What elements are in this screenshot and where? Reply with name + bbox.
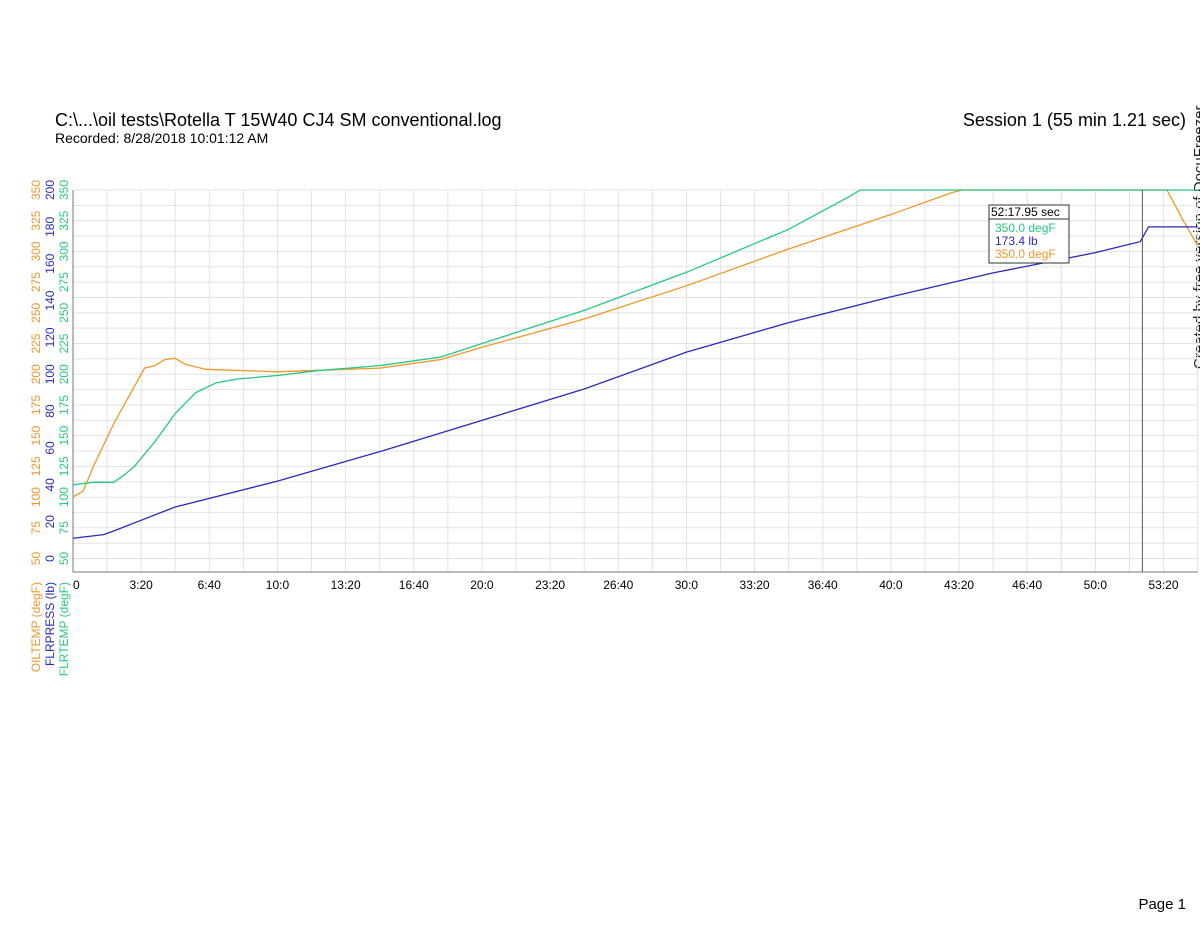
session-info: Session 1 (55 min 1.21 sec) <box>962 110 1186 130</box>
tooltip-flrpress: 173.4 lb <box>995 234 1038 248</box>
tooltip-time: 52:17.95 sec <box>991 205 1060 219</box>
x-tick-label: 33:20 <box>740 578 770 592</box>
x-tick-label: 20:0 <box>470 578 494 592</box>
x-tick-label: 46:40 <box>1012 578 1042 592</box>
y-tick-label: 300 <box>57 241 71 261</box>
axis-title: FLRTEMP (degF) <box>57 582 71 676</box>
y-tick-label: 250 <box>57 302 71 322</box>
x-tick-label: 23:20 <box>535 578 565 592</box>
y-tick-label: 225 <box>29 333 43 353</box>
x-tick-label: 26:40 <box>603 578 633 592</box>
x-tick-label: 6:40 <box>198 578 222 592</box>
series-line-flrtemp <box>72 189 1198 486</box>
y-tick-label: 150 <box>57 425 71 445</box>
recorded-timestamp: Recorded: 8/28/2018 10:01:12 AM <box>55 130 269 146</box>
y-tick-label: 100 <box>43 364 57 384</box>
y-tick-label: 125 <box>57 456 71 476</box>
y-tick-label: 60 <box>43 441 57 455</box>
x-tick-label: 43:20 <box>944 578 974 592</box>
y-tick-label: 275 <box>57 272 71 292</box>
y-tick-label: 325 <box>57 210 71 230</box>
file-title: C:\...\oil tests\Rotella T 15W40 CJ4 SM … <box>55 110 502 130</box>
y-tick-label: 300 <box>29 241 43 261</box>
x-tick-label: 40:0 <box>879 578 903 592</box>
axis-title: FLRPRESS (lb) <box>43 582 57 666</box>
y-tick-label: 225 <box>57 333 71 353</box>
y-tick-label: 100 <box>29 487 43 507</box>
y-tick-label: 75 <box>57 521 71 535</box>
y-tick-label: 350 <box>29 180 43 200</box>
y-tick-label: 50 <box>57 551 71 565</box>
tooltip-box <box>988 204 1070 264</box>
series-line-flrpress <box>72 226 1198 539</box>
y-tick-label: 140 <box>43 290 57 310</box>
y-tick-label: 350 <box>57 180 71 200</box>
y-tick-label: 120 <box>43 327 57 347</box>
x-tick-label: 50:0 <box>1084 578 1108 592</box>
y-tick-label: 275 <box>29 272 43 292</box>
y-tick-label: 200 <box>29 364 43 384</box>
x-tick-label: 16:40 <box>399 578 429 592</box>
page-number: Page 1 <box>1138 896 1186 913</box>
x-tick-label: 53:20 <box>1148 578 1178 592</box>
tooltip-flrtemp: 350.0 degF <box>995 221 1056 235</box>
x-tick-label: 30:0 <box>675 578 699 592</box>
x-tick-label: 13:20 <box>331 578 361 592</box>
y-tick-label: 250 <box>29 302 43 322</box>
y-tick-label: 80 <box>43 404 57 418</box>
y-tick-label: 125 <box>29 456 43 476</box>
x-tick-label: 10:0 <box>266 578 290 592</box>
y-tick-label: 40 <box>43 478 57 492</box>
y-tick-label: 325 <box>29 210 43 230</box>
y-tick-label: 175 <box>29 395 43 415</box>
y-tick-label: 180 <box>43 217 57 237</box>
tooltip-oiltemp: 350.0 degF <box>995 247 1056 261</box>
y-tick-label: 75 <box>29 521 43 535</box>
x-tick-label: 0 <box>73 578 80 592</box>
y-tick-label: 160 <box>43 253 57 273</box>
y-tick-label: 200 <box>57 364 71 384</box>
y-tick-label: 175 <box>57 395 71 415</box>
x-tick-label: 36:40 <box>808 578 838 592</box>
y-tick-label: 20 <box>43 515 57 529</box>
y-tick-label: 200 <box>43 180 57 200</box>
y-tick-label: 50 <box>29 551 43 565</box>
axis-title: OILTEMP (degF) <box>29 582 43 672</box>
y-tick-label: 100 <box>57 487 71 507</box>
x-tick-label: 3:20 <box>129 578 153 592</box>
y-tick-label: 0 <box>43 555 57 562</box>
y-tick-label: 150 <box>29 425 43 445</box>
